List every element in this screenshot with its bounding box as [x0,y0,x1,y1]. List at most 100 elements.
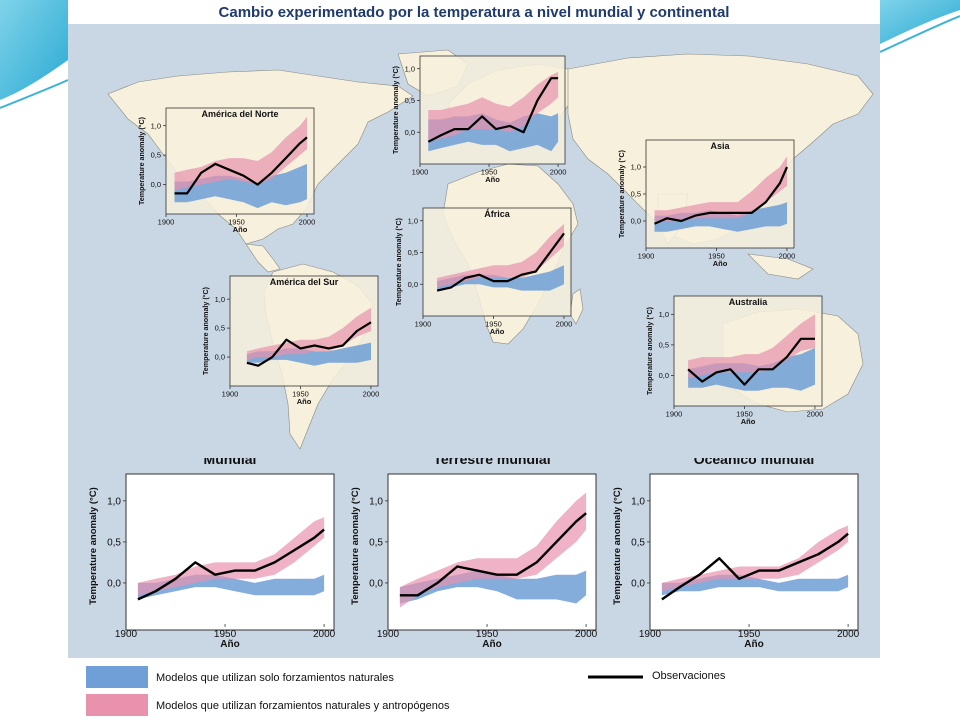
y-axis-label-asia: Temperature anomaly (°C) [618,149,626,238]
x-tick-label-africa: 1950 [485,320,502,329]
observed-line-global [137,528,325,601]
x-tick-label-south-america: 2000 [363,390,380,399]
y-tick-label-global-ocean: 1,0 [631,496,645,507]
chart-title-australia: Australia [729,297,769,307]
y-tick-label-global: 0,5 [107,537,121,548]
chart-title-global-land: Terrestre mundial [433,458,550,467]
observed-line-europe [427,77,559,143]
y-tick-label-asia: 0,5 [631,190,641,199]
y-tick-label-australia: 1,0 [659,310,669,319]
plot-frame-africa [422,207,572,317]
y-tick-label-south-america: 1,0 [215,295,225,304]
y-tick-label-global: 0,0 [107,578,121,589]
y-tick-label-north-america: 0,5 [151,151,161,160]
x-tick-label-asia: 1950 [708,252,725,261]
chart-global-land: 1900 1950 2000 0,0 0,5 1,0 Año Temperature anom… [350,451,598,650]
chart-title-asia: Asia [710,141,730,151]
chart-north-america: 1900 1950 2000 0,0 0,5 1,0 Año Temperature anom… [138,107,316,234]
y-tick-label-asia: 1,0 [631,163,641,172]
band-anthro-global-ocean [661,525,849,592]
observed-line-australia [687,337,815,386]
world-map-section: 1900 1950 2000 0,0 0,5 1,0 Año Temperature anom… [68,24,880,458]
x-tick-label-asia: 1900 [638,252,655,261]
world-map: 1900 1950 2000 0,0 0,5 1,0 Año Temperature anom… [107,49,874,450]
x-tick-label-europe: 1900 [412,168,429,177]
y-tick-label-south-america: 0,5 [215,324,225,333]
x-axis-label-global-ocean: Año [744,639,763,650]
y-axis-label-africa: Temperature anomaly (°C) [395,217,403,306]
x-tick-label-north-america: 1900 [158,218,175,227]
observed-line-global-land [399,512,587,597]
y-tick-label-africa: 0,0 [408,280,418,289]
y-tick-label-africa: 0,5 [408,248,418,257]
y-axis-label-europe: Temperature anomaly (°C) [392,65,400,154]
legend-label-natural: Modelos que utilizan solo forzamientos n… [156,672,394,684]
x-tick-label-south-america: 1950 [292,390,309,399]
observed-line-global-ocean [661,532,849,601]
y-tick-label-south-america: 0,0 [215,353,225,362]
observed-line-south-america [246,321,372,367]
y-tick-label-north-america: 0,0 [151,180,161,189]
chart-europe: 1900 1950 2000 0,0 0,5 1,0 Año Temperature anom… [392,55,567,184]
band-anthro-global-land [399,492,587,608]
figure-panel: Cambio experimentado por la temperatura … [68,0,880,720]
x-tick-label-africa: 2000 [556,320,573,329]
y-tick-label-europe: 1,0 [405,64,415,73]
chart-title-north-america: América del Norte [201,109,278,119]
x-tick-label-global: 1900 [115,629,138,640]
y-tick-label-australia: 0,0 [659,371,669,380]
figure-title: Cambio experimentado por la temperatura … [218,4,730,21]
band-anthro-europe [428,71,559,142]
observed-line-north-america [174,136,308,195]
chart-asia: 1900 1950 2000 0,0 0,5 1,0 Año Temperature anom… [618,139,796,268]
y-axis-label-global-ocean: Temperature anomaly (°C) [612,487,623,605]
x-tick-label-global-land: 1900 [377,629,400,640]
x-tick-label-global: 2000 [313,629,336,640]
chart-title-global: Mundial [204,458,257,467]
y-axis-label-australia: Temperature anomaly (°C) [646,306,654,395]
x-tick-label-global-ocean: 1900 [639,629,662,640]
band-natural-south-america [246,342,371,366]
x-tick-label-australia: 1950 [736,410,753,419]
y-tick-label-global-ocean: 0,5 [631,537,645,548]
x-tick-label-global-land: 1950 [476,629,499,640]
x-tick-label-north-america: 1950 [228,218,245,227]
x-axis-label-africa: Año [490,327,505,336]
y-tick-label-europe: 0,5 [405,96,415,105]
x-tick-label-north-america: 2000 [299,218,316,227]
y-tick-label-global-land: 0,5 [369,537,383,548]
plot-frame-global-land [387,473,597,631]
chart-title-south-america: América del Sur [270,277,339,287]
y-tick-label-asia: 0,0 [631,217,641,226]
x-axis-label-asia: Año [713,259,728,268]
x-tick-label-asia: 2000 [779,252,796,261]
y-tick-label-global-land: 0,0 [369,578,383,589]
x-tick-label-europe: 2000 [550,168,567,177]
y-tick-label-australia: 0,5 [659,341,669,350]
x-tick-label-africa: 1900 [415,320,432,329]
legend-swatch-natural [86,666,148,688]
x-tick-label-global-land: 2000 [575,629,598,640]
band-anthro-south-america [246,307,371,360]
legend-label-observed: Observaciones [652,670,726,682]
y-tick-label-global: 1,0 [107,496,121,507]
x-axis-label-europe: Año [485,175,500,184]
band-anthro-australia [688,314,815,379]
x-tick-label-south-america: 1900 [222,390,239,399]
x-tick-label-global-ocean: 2000 [837,629,860,640]
legend-swatch-anthro [86,694,148,716]
y-axis-label-south-america: Temperature anomaly (°C) [202,286,210,375]
x-axis-label-south-america: Año [297,397,312,406]
x-tick-label-global: 1950 [214,629,237,640]
band-anthro-global [137,517,325,596]
global-charts: 1900 1950 2000 0,0 0,5 1,0 Año Temperature anom… [88,451,860,650]
y-tick-label-africa: 1,0 [408,216,418,225]
x-tick-label-europe: 1950 [481,168,498,177]
y-tick-label-north-america: 1,0 [151,121,161,130]
y-tick-label-global-land: 1,0 [369,496,383,507]
y-tick-label-europe: 0,0 [405,128,415,137]
y-axis-label-global-land: Temperature anomaly (°C) [350,487,361,605]
legend-label-anthro: Modelos que utilizan forzamientos natura… [156,700,450,712]
chart-title-global-ocean: Oceánico mundial [694,458,815,467]
